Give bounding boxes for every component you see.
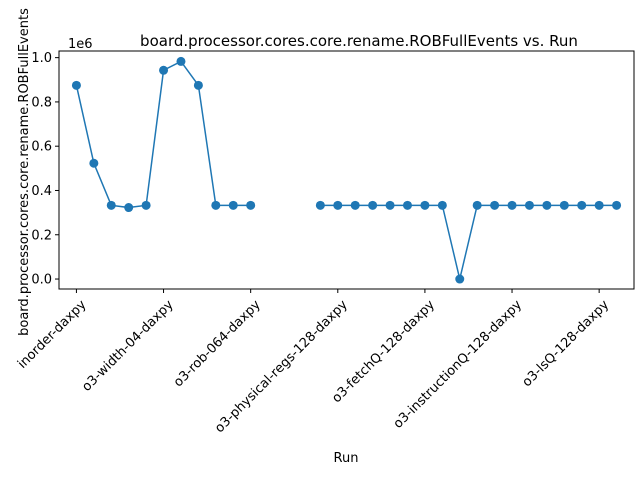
data-point xyxy=(228,200,238,210)
data-point xyxy=(577,200,587,210)
series-line xyxy=(75,60,251,209)
data-point xyxy=(472,200,482,210)
data-point xyxy=(385,200,395,210)
data-point xyxy=(490,200,500,210)
data-point xyxy=(437,200,447,210)
data-point xyxy=(71,80,81,90)
y-tick-label: 0.8 xyxy=(31,95,52,110)
plot-area-frame xyxy=(58,50,635,290)
y-tick-label: 0.6 xyxy=(31,140,52,155)
y-tick-label: 0.2 xyxy=(31,228,52,243)
data-point xyxy=(315,200,325,210)
data-point xyxy=(124,203,134,213)
y-tick-label: 0.0 xyxy=(31,273,52,288)
data-point xyxy=(368,200,378,210)
x-axis-label: Run xyxy=(334,451,359,466)
data-point xyxy=(455,274,465,284)
series-line-group xyxy=(71,56,622,284)
data-point xyxy=(106,200,116,210)
data-point xyxy=(333,200,343,210)
y-axis-label: board.processor.cores.core.rename.ROBFul… xyxy=(17,8,32,336)
data-point xyxy=(159,65,169,75)
y-axis-offset-label: 1e6 xyxy=(68,37,93,52)
data-point xyxy=(176,56,186,66)
data-point xyxy=(507,200,517,210)
x-tick-label: o3-lsQ-128-daxpy xyxy=(520,297,613,390)
data-point xyxy=(420,200,430,210)
data-point xyxy=(350,200,360,210)
data-point xyxy=(402,200,412,210)
data-point xyxy=(594,200,604,210)
data-point xyxy=(193,80,203,90)
y-axis-ticks: 0.0 0.2 0.4 0.6 0.8 1.0 xyxy=(31,51,59,288)
series-line xyxy=(320,204,617,280)
x-tick-label: o3-width-04-daxpy xyxy=(79,297,176,394)
x-tick-label: o3-rob-064-daxpy xyxy=(171,297,264,390)
y-tick-label: 1.0 xyxy=(31,51,52,66)
data-point xyxy=(559,200,569,210)
x-axis-ticks: inorder-daxpyo3-width-04-daxpyo3-rob-064… xyxy=(15,289,612,436)
y-tick-label: 0.4 xyxy=(31,184,52,199)
data-point xyxy=(246,200,256,210)
data-point xyxy=(524,200,534,210)
data-point xyxy=(612,200,622,210)
chart-title: board.processor.cores.core.rename.ROBFul… xyxy=(140,32,578,50)
data-point xyxy=(141,200,151,210)
data-point xyxy=(89,158,99,168)
data-point xyxy=(542,200,552,210)
data-point xyxy=(211,200,221,210)
